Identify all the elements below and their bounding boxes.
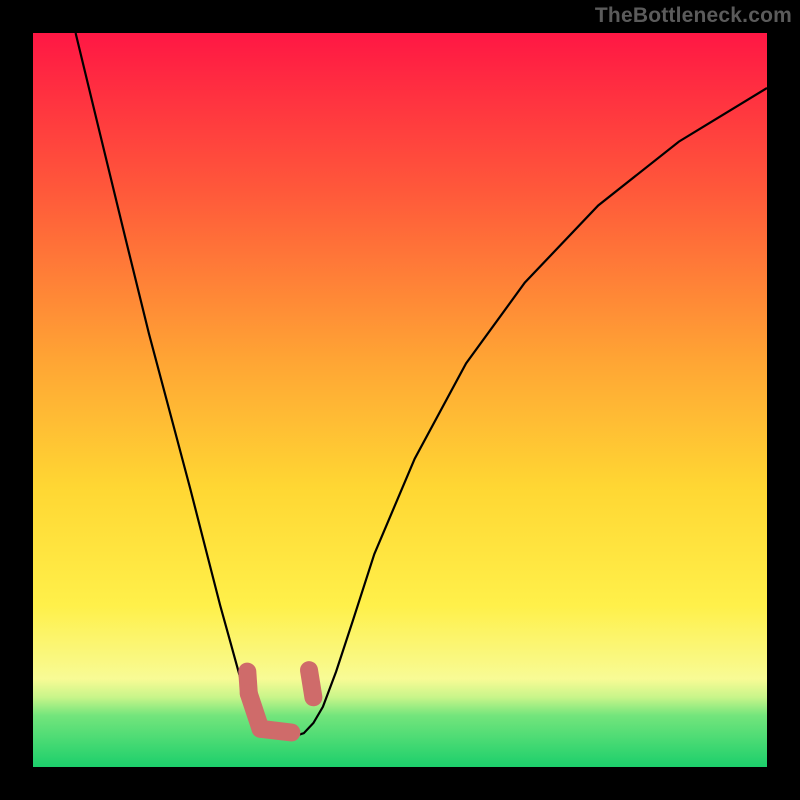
highlight-marks-group bbox=[247, 670, 313, 732]
watermark-text: TheBottleneck.com bbox=[595, 4, 792, 28]
bottleneck-curve bbox=[76, 33, 767, 738]
highlight-mark bbox=[261, 729, 292, 733]
chart-overlay-svg bbox=[33, 33, 767, 767]
highlight-mark bbox=[309, 670, 313, 697]
